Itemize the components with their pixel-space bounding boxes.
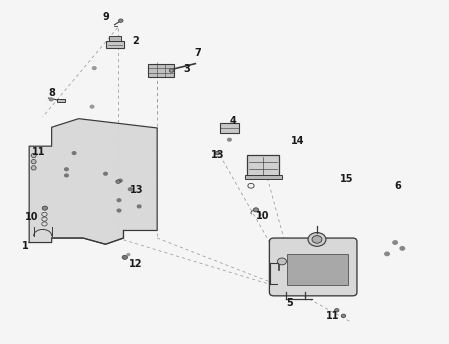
Circle shape (253, 208, 259, 212)
Text: 11: 11 (326, 311, 339, 321)
Bar (247, 155, 279, 176)
Circle shape (122, 255, 128, 259)
Text: 7: 7 (194, 47, 201, 58)
Circle shape (104, 172, 107, 175)
Text: 4: 4 (230, 116, 237, 126)
Text: 5: 5 (286, 298, 293, 309)
Text: 14: 14 (291, 136, 304, 146)
Circle shape (117, 209, 121, 212)
Bar (57, 99, 65, 102)
Text: 9: 9 (102, 11, 109, 22)
Text: 10: 10 (256, 211, 269, 221)
Circle shape (228, 138, 231, 141)
Circle shape (335, 309, 339, 312)
Text: 8: 8 (48, 88, 55, 98)
Text: 1: 1 (22, 241, 28, 251)
Circle shape (128, 188, 132, 191)
Circle shape (393, 241, 397, 244)
Circle shape (65, 174, 68, 177)
Circle shape (215, 151, 220, 155)
Circle shape (116, 180, 120, 183)
Text: 11: 11 (32, 147, 46, 157)
Polygon shape (31, 153, 36, 158)
Circle shape (169, 69, 174, 72)
Circle shape (119, 19, 123, 22)
Circle shape (72, 152, 76, 154)
Circle shape (92, 67, 96, 69)
Text: 13: 13 (130, 185, 144, 195)
Bar (245, 175, 282, 179)
Text: 6: 6 (394, 181, 401, 192)
Bar (220, 123, 239, 133)
Circle shape (90, 105, 94, 108)
Text: 13: 13 (211, 150, 224, 161)
Text: 15: 15 (339, 174, 353, 184)
Polygon shape (31, 166, 36, 170)
Circle shape (312, 236, 322, 243)
Bar (109, 36, 121, 41)
Circle shape (385, 252, 389, 256)
Text: 3: 3 (183, 64, 190, 74)
Circle shape (117, 199, 121, 202)
Circle shape (277, 258, 286, 265)
Polygon shape (31, 160, 36, 164)
Circle shape (341, 314, 346, 318)
Circle shape (137, 205, 141, 208)
Polygon shape (29, 119, 157, 244)
Circle shape (127, 254, 130, 256)
Circle shape (42, 206, 48, 210)
Circle shape (400, 247, 405, 250)
Circle shape (119, 179, 122, 182)
Text: 12: 12 (129, 259, 143, 269)
Bar (287, 254, 348, 285)
FancyBboxPatch shape (269, 238, 357, 296)
Bar (106, 41, 124, 48)
Circle shape (65, 168, 68, 171)
Bar (148, 64, 174, 77)
Text: 2: 2 (132, 35, 139, 46)
Circle shape (308, 233, 326, 246)
Circle shape (49, 98, 53, 101)
Text: 10: 10 (25, 212, 38, 222)
